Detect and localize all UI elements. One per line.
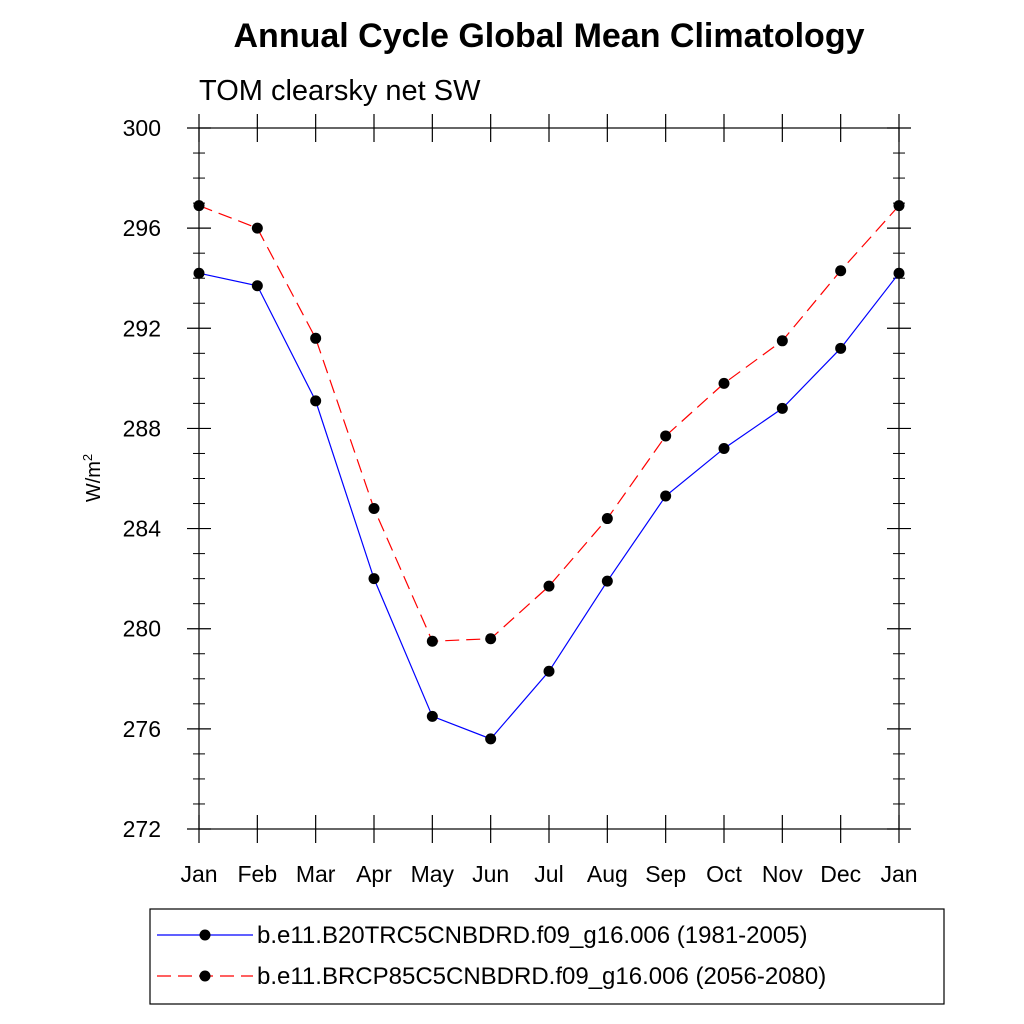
x-tick-label: Jun	[472, 861, 509, 887]
series-1-point	[835, 342, 847, 354]
series-2-point	[251, 222, 263, 234]
legend-box	[149, 908, 945, 1005]
x-tick-label: Nov	[762, 861, 803, 887]
series-1-point	[310, 395, 322, 407]
series-1-point	[718, 442, 730, 454]
plot-frame	[198, 127, 900, 830]
series-1-point	[426, 710, 438, 722]
x-tick-label: Jan	[880, 861, 917, 887]
legend-marker-series-1	[199, 929, 211, 941]
series-2-point	[893, 200, 905, 212]
y-tick-label: 276	[123, 716, 161, 742]
x-tick-label: Feb	[238, 861, 278, 887]
x-tick-label: Mar	[296, 861, 336, 887]
x-axis: Jan Feb Mar Apr May Jun Jul Aug Sep Oct Nov Dec Jan	[180, 114, 918, 887]
y-axis-label: W/m2	[80, 454, 105, 502]
series-2-point	[485, 633, 497, 645]
chart-subtitle: TOM clearsky net SW	[199, 75, 481, 107]
y-tick-label: 288	[123, 415, 161, 441]
series-2-point	[193, 200, 205, 212]
series-1-point	[660, 490, 672, 502]
legend-marker-series-2	[199, 970, 211, 982]
y-tick-label: 284	[123, 516, 162, 542]
x-tick-label: Jul	[534, 861, 563, 887]
chart-title: Annual Cycle Global Mean Climatology	[234, 17, 865, 55]
x-tick-label: Sep	[645, 861, 686, 887]
series-1-point	[193, 267, 205, 279]
y-tick-label: 272	[123, 816, 161, 842]
y-tick-label: 292	[123, 315, 161, 341]
series-1-point	[601, 575, 613, 587]
y-axis-label-superscript: 2	[80, 454, 95, 461]
series-line-2	[198, 205, 900, 642]
series-2-point	[601, 513, 613, 525]
series-1-point	[893, 267, 905, 279]
series-1-point	[368, 573, 380, 585]
series-2-point	[310, 332, 322, 344]
series-1-point	[251, 280, 263, 292]
series-2-point	[835, 265, 847, 277]
x-tick-label: May	[411, 861, 455, 887]
y-axis-label-text: W/m	[83, 461, 105, 502]
series-2-point	[368, 503, 380, 515]
x-tick-label: Oct	[706, 861, 742, 887]
series-layer	[193, 200, 905, 745]
x-tick-label: Dec	[820, 861, 861, 887]
x-tick-label: Aug	[587, 861, 628, 887]
series-2-point	[660, 430, 672, 442]
series-1-point	[543, 665, 555, 677]
series-1-point	[485, 733, 497, 745]
y-tick-label: 300	[123, 115, 161, 141]
legend: b.e11.B20TRC5CNBDRD.f09_g16.006 (1981-20…	[149, 908, 945, 1005]
y-tick-label: 280	[123, 616, 161, 642]
series-2-point	[718, 377, 730, 389]
series-2-point	[543, 580, 555, 592]
series-2-point	[776, 335, 788, 347]
series-1-point	[776, 402, 788, 414]
x-tick-label: Apr	[356, 861, 392, 887]
y-axis: 272 276 280 284 288 292 296 300	[123, 115, 911, 842]
y-tick-label: 296	[123, 215, 161, 241]
legend-label-series-2: b.e11.BRCP85C5CNBDRD.f09_g16.006 (2056-2…	[257, 963, 826, 990]
series-2-point	[426, 635, 438, 647]
x-tick-label: Jan	[180, 861, 217, 887]
legend-label-series-1: b.e11.B20TRC5CNBDRD.f09_g16.006 (1981-20…	[257, 922, 808, 949]
